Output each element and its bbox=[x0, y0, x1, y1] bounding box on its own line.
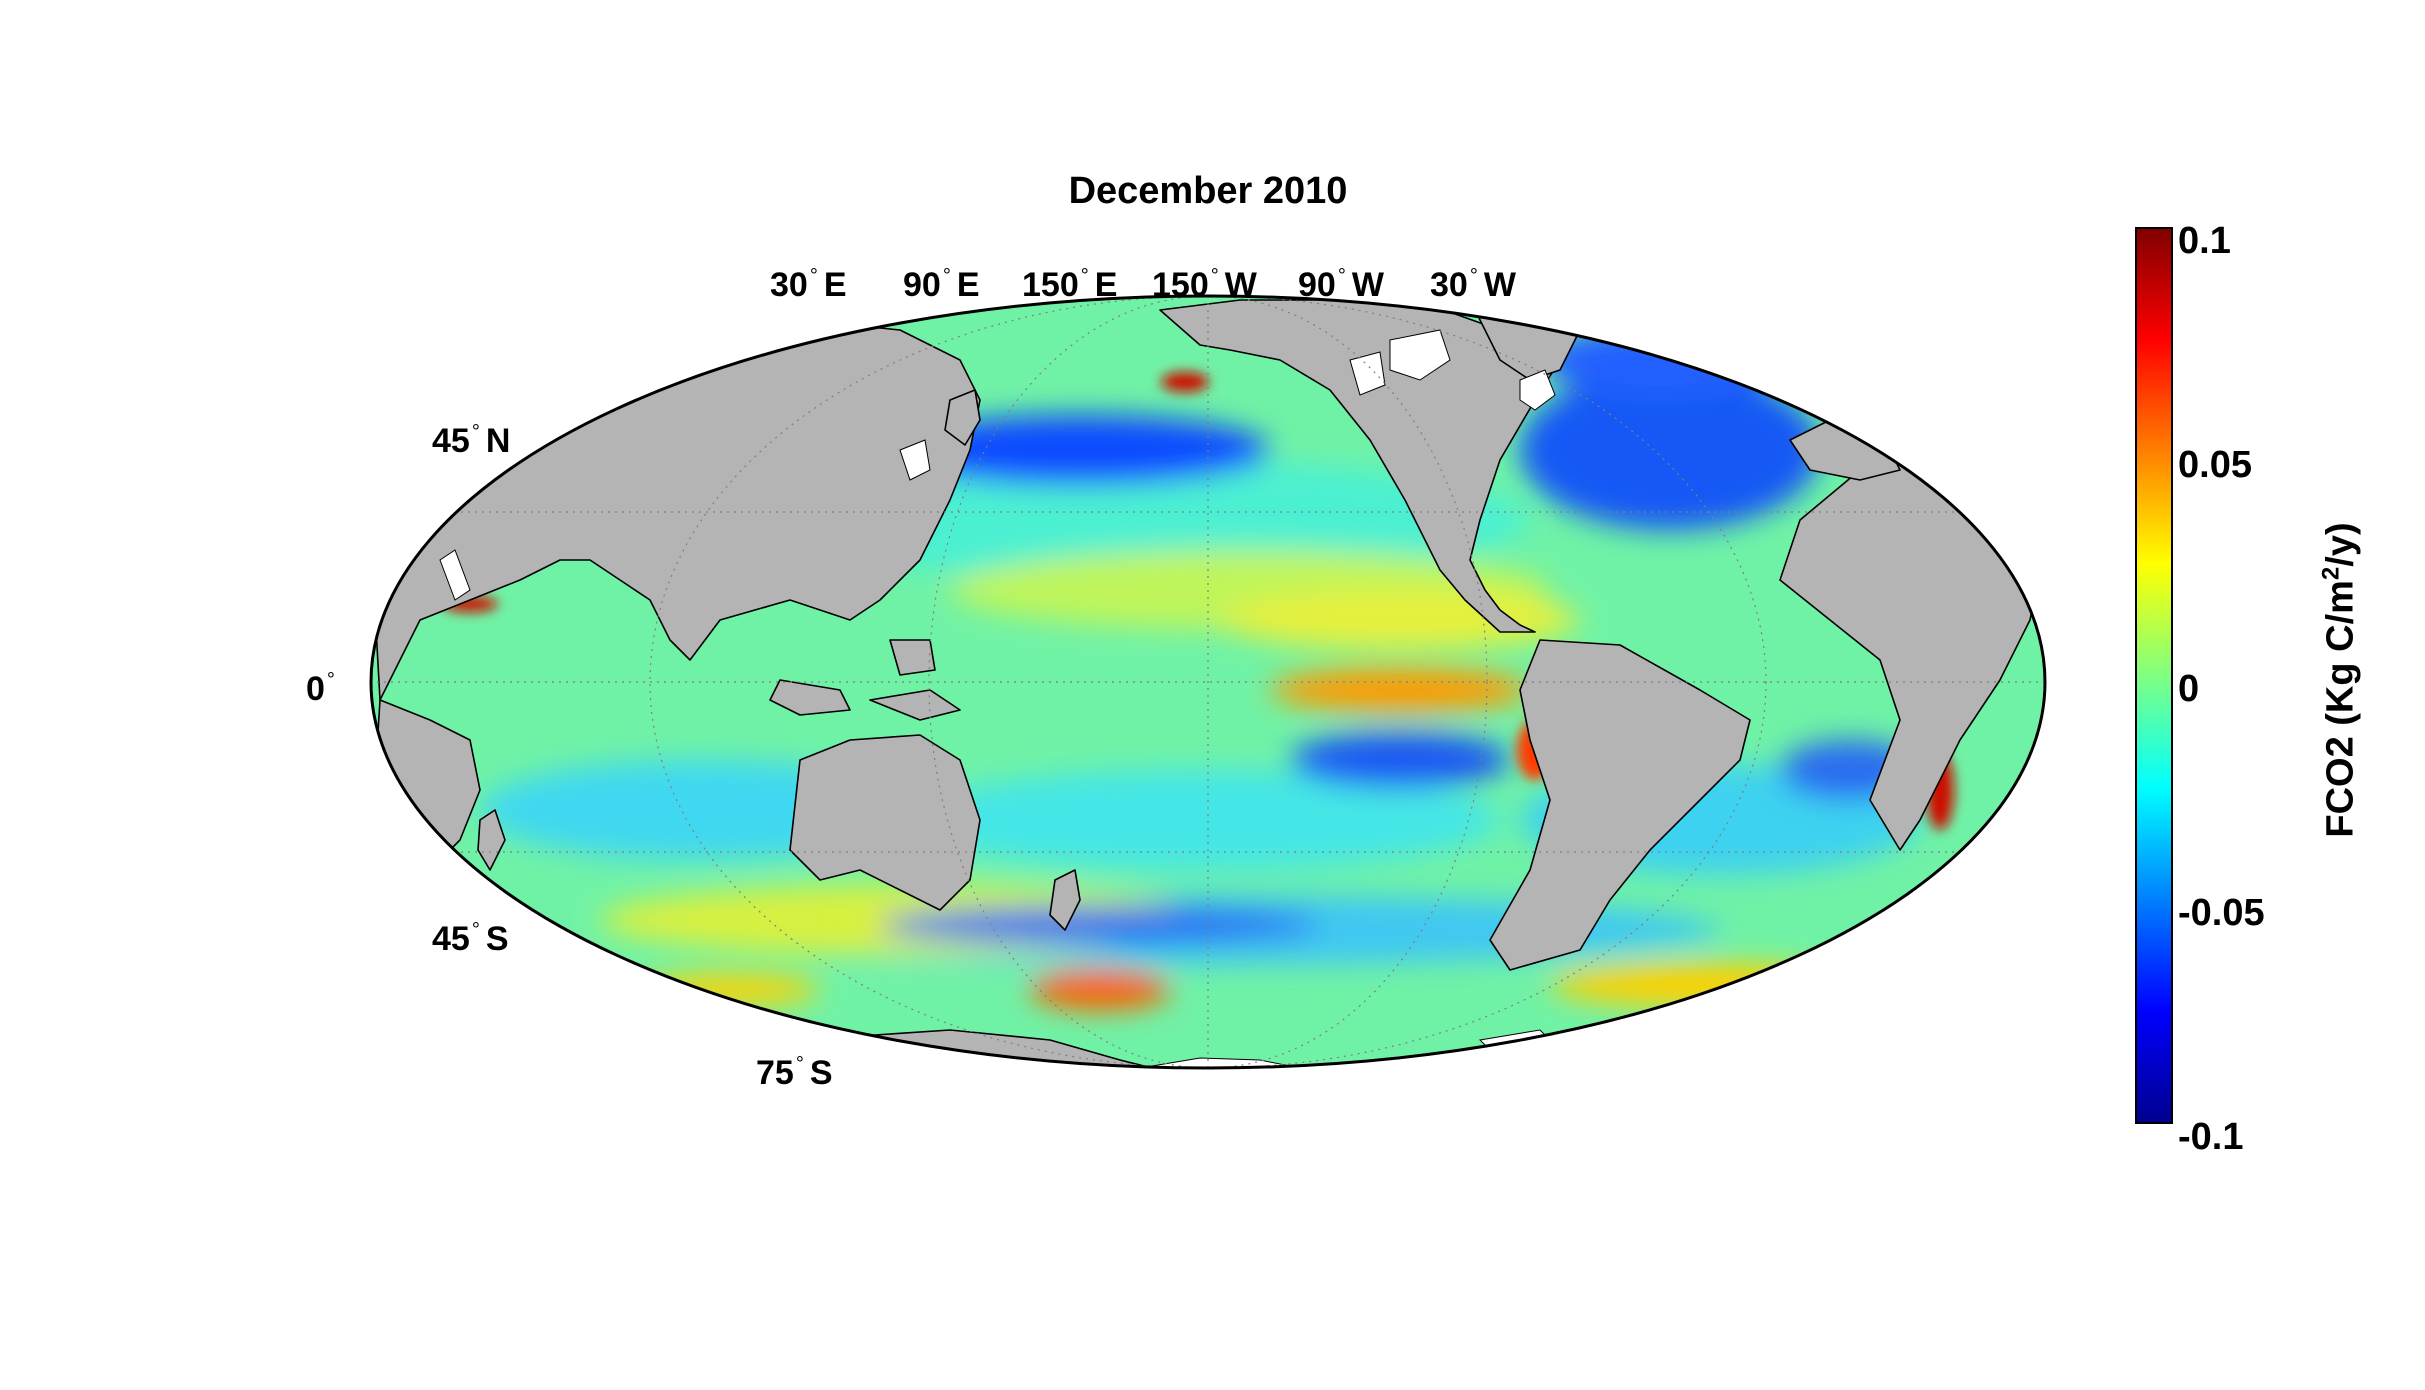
lat-label-0: 0 ° bbox=[306, 669, 335, 708]
lon-label-150e: 150 ° E bbox=[1022, 265, 1118, 304]
land-australia bbox=[789, 734, 981, 911]
ice-baffin bbox=[1519, 369, 1556, 411]
lon-label-90e: 90 ° E bbox=[903, 265, 980, 304]
colorbar-tick-max: 0.1 bbox=[2178, 220, 2231, 262]
colorbar-tick-0-05: 0.05 bbox=[2178, 444, 2252, 486]
anomaly-yellow-s-atl bbox=[1550, 963, 1850, 1007]
anomaly-yellow-eq-n bbox=[1220, 590, 1580, 650]
land-south-america bbox=[1489, 639, 1751, 971]
ice-hudson bbox=[1389, 329, 1451, 381]
colorbar bbox=[2135, 227, 2173, 1124]
anomaly-cyan-npac bbox=[770, 460, 1530, 580]
anomaly-blue-southern bbox=[880, 907, 1320, 943]
colorbar-label: FCO2 (Kg C/m2/y) bbox=[2317, 522, 2362, 838]
land-indonesia-3 bbox=[889, 639, 936, 676]
lon-label-30w: 30 ° W bbox=[1430, 265, 1516, 304]
anomaly-orange-southern bbox=[1030, 970, 1170, 1010]
ice-red-sea bbox=[439, 549, 471, 601]
lon-label-90w: 90 ° W bbox=[1298, 265, 1384, 304]
land-indonesia-2 bbox=[869, 689, 961, 721]
lat-label-75s: 75 ° S bbox=[756, 1053, 833, 1092]
map-title: December 2010 bbox=[1068, 170, 1348, 212]
land-new-zealand bbox=[1049, 869, 1081, 931]
anomaly-orange-eqpac bbox=[1270, 668, 1530, 712]
gridline-meridian-120 bbox=[649, 296, 1767, 1068]
colorbar-tick-neg-0-05: -0.05 bbox=[2178, 892, 2265, 934]
anomaly-blue-sepac bbox=[1290, 732, 1510, 788]
land-indonesia-1 bbox=[769, 679, 851, 716]
anomaly-blue-natl bbox=[1520, 370, 1820, 530]
anomaly-blue-npac bbox=[890, 415, 1270, 485]
lat-label-45n: 45 ° N bbox=[432, 421, 511, 460]
ice-hudson-2 bbox=[1349, 351, 1386, 396]
land-antarctica-2 bbox=[1459, 1034, 2045, 1068]
lat-label-45s: 45 ° S bbox=[432, 919, 509, 958]
lon-label-150w: 150 ° W bbox=[1152, 265, 1257, 304]
colorbar-tick-zero: 0 bbox=[2178, 668, 2200, 710]
land-japan bbox=[944, 389, 981, 446]
hotspot-alaska bbox=[1161, 372, 1209, 392]
anomaly-yellow-s-indian bbox=[640, 974, 820, 1006]
map-frame bbox=[369, 294, 2047, 1070]
ice-arctic-asia bbox=[698, 304, 862, 336]
graticule bbox=[371, 296, 2045, 1068]
lon-label-30e: 30 ° E bbox=[770, 265, 847, 304]
ice-yellow-sea bbox=[899, 439, 931, 481]
anomaly-cyan-spac bbox=[900, 770, 1500, 870]
land-madagascar bbox=[477, 809, 506, 871]
gridline-meridian-60 bbox=[928, 296, 1488, 1068]
colorbar-tick-min: -0.1 bbox=[2178, 1116, 2244, 1158]
